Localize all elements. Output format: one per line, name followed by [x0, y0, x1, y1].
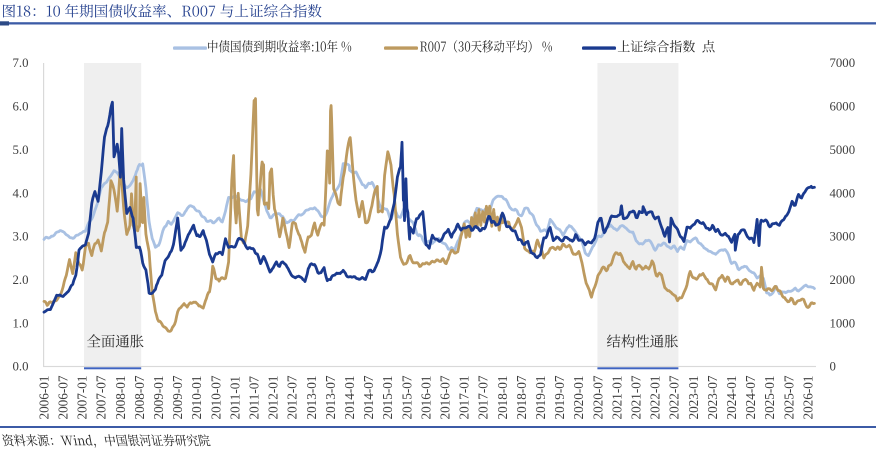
svg-text:2011-01: 2011-01: [227, 376, 242, 419]
svg-text:2020-01: 2020-01: [571, 376, 586, 420]
svg-text:2025-07: 2025-07: [781, 375, 796, 419]
svg-text:5000: 5000: [830, 143, 856, 157]
svg-text:2010-01: 2010-01: [189, 376, 204, 420]
svg-text:2000: 2000: [830, 273, 856, 287]
svg-text:2019-07: 2019-07: [552, 375, 567, 419]
svg-text:2026-01: 2026-01: [800, 376, 815, 420]
svg-text:6000: 6000: [830, 100, 856, 114]
svg-text:2025-01: 2025-01: [762, 376, 777, 420]
svg-text:2021-01: 2021-01: [609, 376, 624, 420]
svg-text:0: 0: [830, 360, 836, 374]
svg-text:2011-07: 2011-07: [247, 376, 262, 420]
svg-text:4000: 4000: [830, 186, 856, 200]
svg-text:2006-07: 2006-07: [56, 375, 71, 419]
svg-text:2021-07: 2021-07: [629, 375, 644, 419]
svg-text:2012-07: 2012-07: [285, 375, 300, 419]
svg-text:2019-01: 2019-01: [533, 376, 548, 420]
svg-text:2009-01: 2009-01: [151, 376, 166, 420]
svg-text:6.0: 6.0: [13, 100, 29, 114]
svg-text:2008-01: 2008-01: [113, 376, 128, 420]
svg-text:2017-01: 2017-01: [457, 376, 472, 420]
svg-text:2016-01: 2016-01: [418, 376, 433, 420]
svg-text:7000: 7000: [830, 56, 856, 70]
svg-text:2007-01: 2007-01: [75, 376, 90, 420]
svg-text:2010-07: 2010-07: [208, 375, 223, 419]
svg-text:2009-07: 2009-07: [170, 375, 185, 419]
svg-text:1000: 1000: [830, 316, 856, 330]
svg-text:1.0: 1.0: [13, 316, 29, 330]
svg-text:2023-07: 2023-07: [705, 375, 720, 419]
svg-text:2015-01: 2015-01: [380, 376, 395, 420]
svg-text:2014-01: 2014-01: [342, 376, 357, 420]
svg-text:2016-07: 2016-07: [438, 375, 453, 419]
svg-text:2020-07: 2020-07: [590, 375, 605, 419]
svg-text:4.0: 4.0: [13, 186, 29, 200]
svg-text:2018-01: 2018-01: [495, 376, 510, 420]
svg-text:2024-01: 2024-01: [724, 376, 739, 420]
svg-text:2017-07: 2017-07: [476, 375, 491, 419]
svg-text:2008-07: 2008-07: [132, 375, 147, 419]
svg-text:3.0: 3.0: [13, 230, 29, 244]
svg-text:2007-07: 2007-07: [94, 375, 109, 419]
svg-text:2014-07: 2014-07: [361, 375, 376, 419]
svg-text:0.0: 0.0: [13, 360, 29, 374]
svg-text:2006-01: 2006-01: [36, 376, 51, 420]
svg-text:2022-01: 2022-01: [648, 376, 663, 420]
svg-text:2024-07: 2024-07: [743, 375, 758, 419]
svg-text:2022-07: 2022-07: [667, 375, 682, 419]
svg-text:2013-01: 2013-01: [304, 376, 319, 420]
svg-text:2018-07: 2018-07: [514, 375, 529, 419]
svg-text:2013-07: 2013-07: [323, 375, 338, 419]
svg-text:3000: 3000: [830, 230, 856, 244]
svg-text:5.0: 5.0: [13, 143, 29, 157]
svg-text:7.0: 7.0: [13, 56, 29, 70]
svg-text:2.0: 2.0: [13, 273, 29, 287]
svg-text:2015-07: 2015-07: [399, 375, 414, 419]
svg-text:2023-01: 2023-01: [686, 376, 701, 420]
svg-text:2012-01: 2012-01: [266, 376, 281, 420]
